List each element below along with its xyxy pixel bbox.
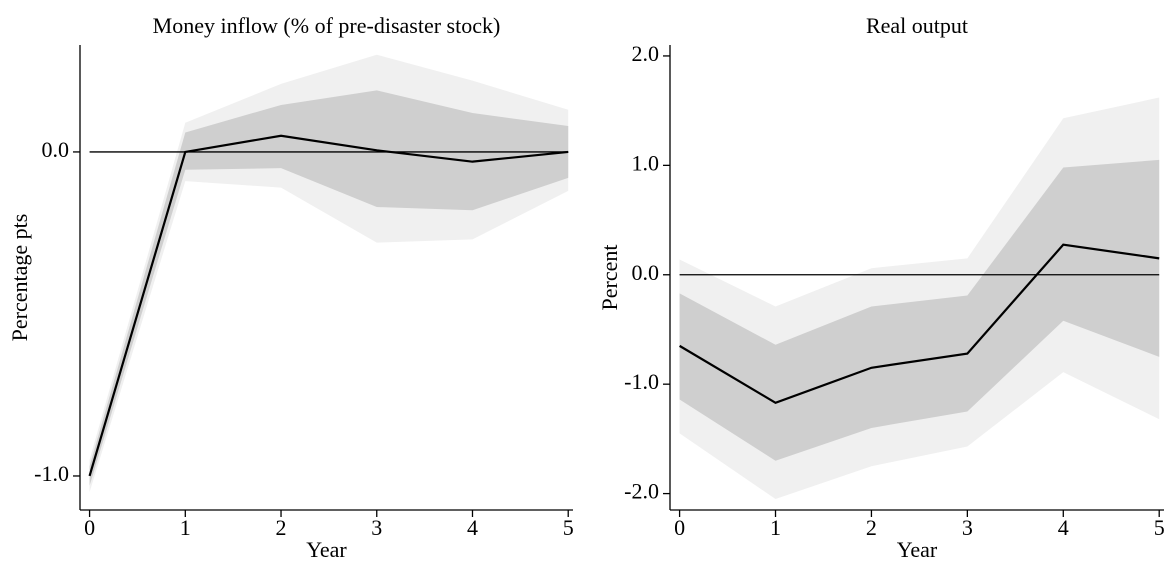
x-tick-label: 3 — [371, 515, 382, 540]
x-tick-label: 2 — [866, 515, 877, 540]
x-tick-label: 1 — [770, 515, 781, 540]
line — [679, 243, 1160, 404]
x-tick-label: 0 — [84, 515, 95, 540]
line — [88, 134, 569, 477]
x-tick-label: 0 — [674, 515, 685, 540]
confidence-band — [679, 159, 1160, 461]
x-tick-label: 4 — [1058, 515, 1069, 540]
x-tick-label: 5 — [1154, 515, 1165, 540]
x-tick-label: 1 — [180, 515, 191, 540]
y-tick-label: 0.0 — [42, 137, 70, 162]
x-tick-label: 5 — [563, 515, 574, 540]
chart-title: Real output — [866, 13, 968, 38]
chart-title: Money inflow (% of pre-disaster stock) — [153, 13, 501, 38]
x-axis-label: Year — [897, 537, 938, 562]
x-tick-label: 4 — [467, 515, 478, 540]
y-tick-label: 2.0 — [632, 41, 660, 66]
x-tick-label: 3 — [962, 515, 973, 540]
y-tick-label: 1.0 — [632, 150, 660, 175]
y-tick-label: -1.0 — [34, 461, 69, 486]
y-tick-label: -1.0 — [624, 369, 659, 394]
x-axis-label: Year — [306, 537, 347, 562]
y-tick-label: -2.0 — [624, 479, 659, 504]
x-tick-label: 2 — [276, 515, 287, 540]
y-tick-label: 0.0 — [632, 260, 660, 285]
y-axis-label: Percent — [597, 245, 622, 311]
y-axis-label: Percentage pts — [7, 214, 32, 342]
confidence-band — [89, 90, 569, 486]
